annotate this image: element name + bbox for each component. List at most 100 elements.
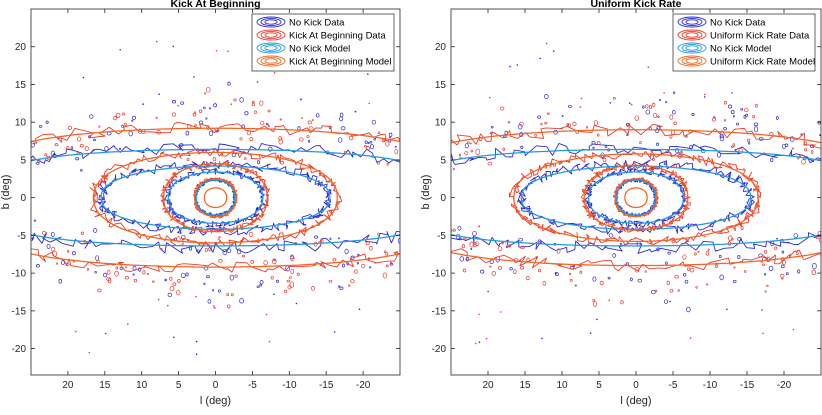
noise-contour [121,124,124,128]
noise-contour [472,242,478,248]
noise-contour [114,270,119,277]
noise-contour [763,250,768,254]
noise-contour [719,274,724,281]
outlier-point [478,341,481,343]
noise-contour [712,117,717,122]
noise-contour [490,125,494,129]
noise-contour [464,143,469,149]
outlier-point [195,340,198,343]
noise-contour [695,285,698,289]
noise-contour [369,140,373,144]
noise-contour [781,277,784,280]
noise-contour [470,248,473,250]
outlier-point [731,92,733,94]
contour-layer [451,41,821,345]
noise-contour [356,261,359,265]
y-tick-label: -15 [12,306,27,317]
noise-contour [382,139,385,143]
noise-contour [172,282,177,286]
contour-level [31,142,400,254]
noise-contour [328,279,333,283]
noise-contour [35,162,40,165]
noise-contour [728,104,732,109]
noise-contour [776,238,779,240]
noise-contour [239,137,243,141]
noise-contour [268,146,273,152]
noise-contour [376,160,380,165]
legend-entry-label: Kick At Beginning Model [289,57,391,68]
x-tick-label: 0 [633,380,639,391]
noise-contour [213,103,217,108]
outlier-point [75,330,77,333]
noise-contour [637,278,643,283]
noise-contour [263,260,268,266]
legend-swatch-ring [677,29,707,41]
noise-contour [77,136,81,142]
noise-contour [673,121,677,125]
legend-swatch [256,55,286,67]
contour-level [513,153,759,243]
outlier-point [193,76,195,78]
legend-swatch-ring [260,56,282,66]
noise-contour [267,109,271,113]
contour-level [624,187,648,209]
outlier-point [172,45,175,48]
y-tick-label: 20 [15,42,27,53]
noise-contour [500,106,505,111]
noise-contour [489,265,492,268]
noise-contour [458,153,462,157]
noise-contour [212,289,215,292]
noise-contour [732,143,736,147]
noise-contour [497,246,503,252]
contour-level [194,178,237,218]
noise-contour [682,254,687,260]
outlier-point [596,318,598,321]
chart-panel-2: 20 15 10 5 0 -5 -10 -15 -20 20 15 10 5 0 -5 -10 -15 -20 Un… [420,0,822,407]
noise-contour [354,269,358,274]
noise-contour [203,106,206,110]
outlier-point [104,332,107,335]
noise-contour [752,115,755,119]
noise-contour [754,126,759,133]
noise-contour [513,269,517,274]
noise-contour [192,112,197,117]
noise-contour [669,134,673,139]
outlier-point [358,308,361,311]
outlier-point [726,308,728,311]
x-tick-label: -10 [703,380,718,391]
x-tick-label: -15 [319,380,334,391]
noise-contour [66,146,70,151]
noise-contour [455,233,461,241]
x-tick-label: -5 [248,380,257,391]
noise-contour [207,299,212,304]
noise-contour [250,259,255,264]
noise-contour [343,151,347,154]
noise-contour [131,115,136,120]
noise-contour [642,105,645,109]
contour-level [587,171,685,224]
legend: No Kick Data Kick At Beginning Data No Kic… [251,13,395,72]
noise-contour [803,141,807,145]
noise-contour [94,271,97,274]
noise-contour [229,274,235,281]
noise-contour [373,137,376,141]
x-tick-label: 10 [136,380,148,391]
legend-entry-label: No Kick Model [710,44,771,55]
noise-contour [213,306,216,309]
noise-contour [574,284,577,287]
noise-contour [556,248,561,254]
outlier-point [273,71,276,74]
noise-contour [167,292,173,298]
noise-contour [35,264,40,268]
noise-contour [45,120,49,124]
noise-contour [377,232,380,236]
outlier-point [539,57,541,60]
noise-contour [218,259,223,263]
noise-contour [650,290,656,295]
x-tick-label: 20 [62,380,74,391]
outlier-point [762,332,764,335]
noise-contour [592,146,595,149]
noise-contour [364,145,367,148]
noise-contour [620,300,624,305]
noise-contour [388,132,393,137]
